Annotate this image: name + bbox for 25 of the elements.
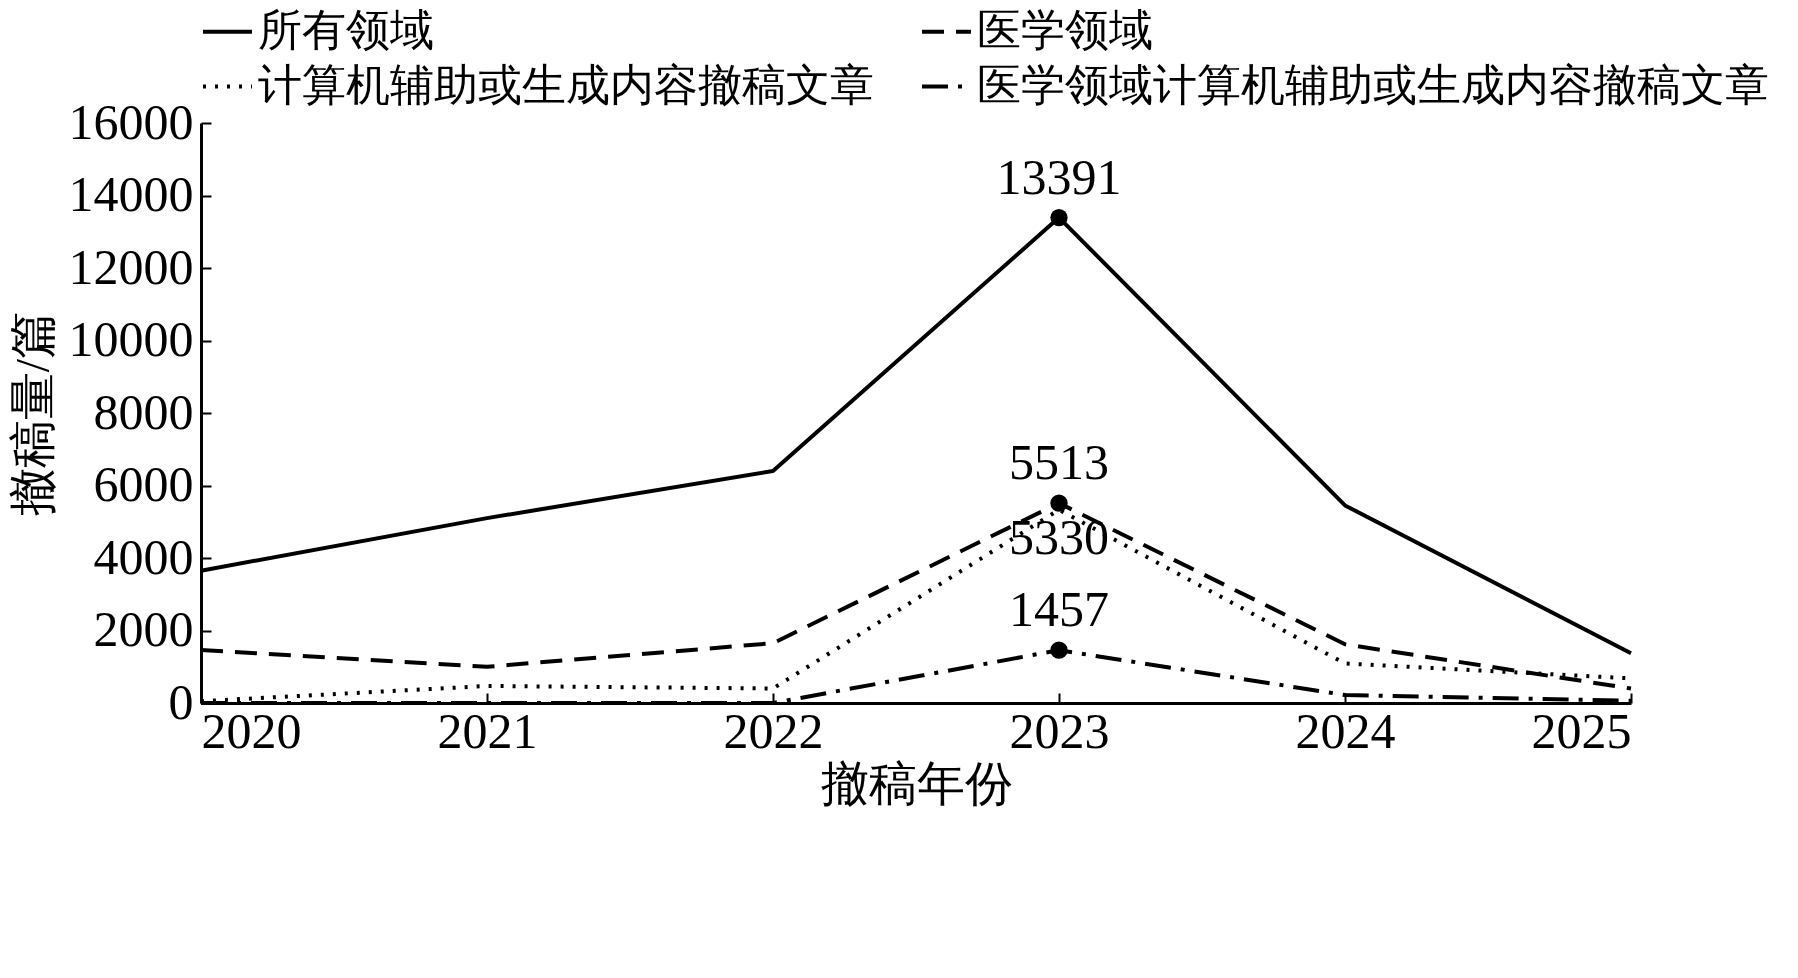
y-axis-title: 撤稿量/篇 — [5, 310, 59, 517]
y-tick-label: 8000 — [93, 383, 194, 440]
x-tick-label: 2023 — [1009, 702, 1110, 759]
data-label: 5513 — [1009, 434, 1109, 491]
y-tick-label: 14000 — [68, 166, 194, 222]
legend-label: 所有领域 — [258, 5, 434, 55]
y-tick-label: 2000 — [93, 601, 194, 657]
y-tick-label: 6000 — [93, 456, 194, 512]
legend-label: 医学领域 — [977, 5, 1153, 55]
y-tick-label: 12000 — [68, 238, 194, 295]
y-tick-label: 10000 — [68, 311, 194, 367]
y-tick-label: 0 — [168, 673, 194, 730]
data-label: 5330 — [1009, 508, 1109, 565]
y-tick-label: 4000 — [93, 528, 194, 585]
x-tick-label: 2021 — [437, 702, 538, 759]
x-tick-label: 2022 — [723, 702, 824, 759]
y-tick-label: 16000 — [68, 93, 194, 150]
data-label: 13391 — [996, 148, 1122, 205]
x-tick-label: 2020 — [201, 702, 302, 759]
data-label: 1457 — [1009, 581, 1109, 638]
x-tick-label: 2025 — [1531, 702, 1632, 759]
legend-label: 医学领域计算机辅助或生成内容撤稿文章 — [977, 60, 1769, 110]
x-axis-title: 撤稿年份 — [820, 756, 1013, 810]
x-tick-label: 2024 — [1295, 702, 1396, 759]
legend-label: 计算机辅助或生成内容撤稿文章 — [258, 60, 874, 110]
